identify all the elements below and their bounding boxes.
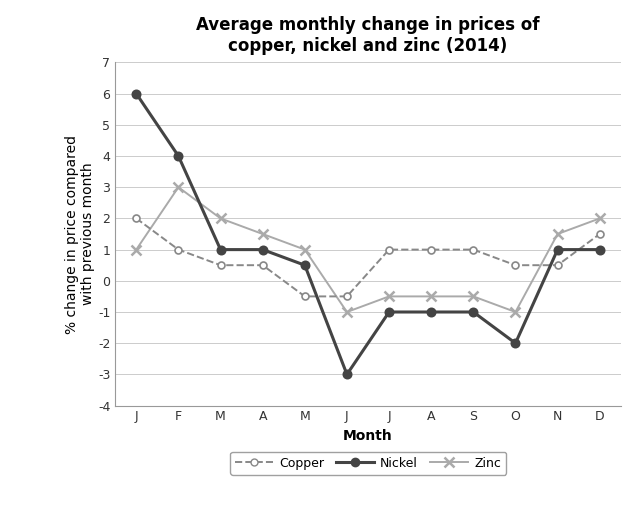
Title: Average monthly change in prices of
copper, nickel and zinc (2014): Average monthly change in prices of copp… xyxy=(196,17,540,55)
Y-axis label: % change in price compared
with previous month: % change in price compared with previous… xyxy=(65,135,95,333)
Legend: Copper, Nickel, Zinc: Copper, Nickel, Zinc xyxy=(230,452,506,475)
X-axis label: Month: Month xyxy=(343,429,393,443)
